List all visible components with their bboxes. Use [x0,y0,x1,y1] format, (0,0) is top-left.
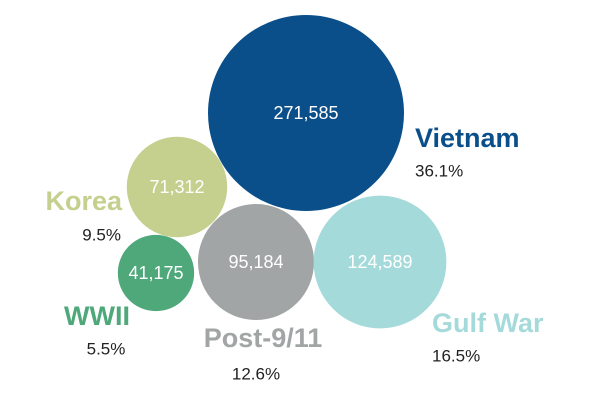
value-label: 71,312 [149,177,204,197]
share-label: 36.1% [415,161,463,180]
category-label: Korea [45,186,123,216]
category-label: Post-9/11 [204,323,323,353]
share-label: 9.5% [82,225,121,244]
bubble [117,234,195,312]
bubble [126,136,228,238]
value-label: 95,184 [228,252,283,272]
category-label: Gulf War [432,308,544,338]
value-label: 41,175 [128,263,183,283]
value-label: 124,589 [347,252,412,272]
category-label: Vietnam [415,123,520,153]
share-label: 5.5% [87,339,126,358]
share-label: 12.6% [232,364,280,383]
value-label: 271,585 [273,103,338,123]
bubble [197,203,315,321]
category-label: WWII [64,301,130,331]
bubble [208,15,404,211]
share-label: 16.5% [432,346,480,365]
bubble [313,195,447,329]
